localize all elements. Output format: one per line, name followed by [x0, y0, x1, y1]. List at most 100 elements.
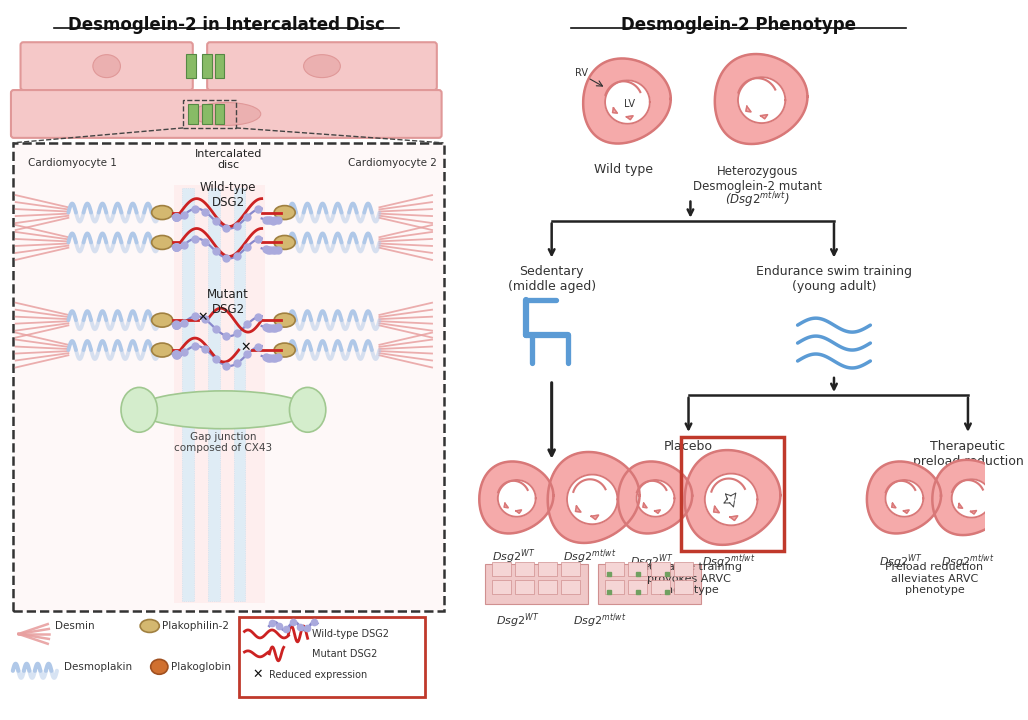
Text: $Dsg2^{WT}$: $Dsg2^{WT}$	[879, 552, 923, 571]
Text: Wild-type
DSG2: Wild-type DSG2	[200, 181, 256, 209]
Polygon shape	[591, 515, 598, 520]
Bar	[234, 188, 246, 601]
Bar	[674, 580, 693, 594]
Polygon shape	[738, 77, 785, 123]
Text: $Dsg2^{mt/wt}$: $Dsg2^{mt/wt}$	[563, 547, 617, 566]
Polygon shape	[970, 510, 977, 514]
Polygon shape	[613, 108, 618, 113]
Bar	[188, 104, 197, 124]
Text: Desmocollin-2: Desmocollin-2	[324, 621, 399, 631]
Polygon shape	[730, 516, 738, 521]
Ellipse shape	[274, 343, 295, 357]
Polygon shape	[592, 492, 614, 517]
Text: $Dsg2^{mt/wt}$: $Dsg2^{mt/wt}$	[573, 611, 626, 629]
Text: Wild type: Wild type	[594, 163, 653, 176]
Text: Heterozygous
Desmoglein-2 mutant: Heterozygous Desmoglein-2 mutant	[693, 165, 822, 193]
Text: $Dsg2^{mt/wt}$: $Dsg2^{mt/wt}$	[702, 552, 756, 571]
Ellipse shape	[274, 206, 295, 220]
Polygon shape	[762, 93, 782, 117]
Polygon shape	[636, 480, 674, 517]
Bar	[539, 580, 557, 594]
Text: Preload reduction
alleviates ARVC
phenotype: Preload reduction alleviates ARVC phenot…	[885, 562, 984, 595]
Text: Endurance swim training
(young adult): Endurance swim training (young adult)	[756, 266, 912, 293]
Bar	[539, 562, 557, 576]
Text: Plakoglobin: Plakoglobin	[171, 662, 230, 672]
Polygon shape	[905, 492, 921, 511]
Polygon shape	[605, 81, 650, 124]
Text: $Dsg2^{WT}$: $Dsg2^{WT}$	[630, 552, 674, 571]
Ellipse shape	[152, 206, 173, 220]
Bar	[208, 188, 220, 601]
Text: ✕: ✕	[253, 668, 263, 681]
Ellipse shape	[303, 55, 340, 78]
Ellipse shape	[152, 235, 173, 249]
Ellipse shape	[274, 313, 295, 327]
Ellipse shape	[121, 387, 157, 432]
Text: ✕: ✕	[197, 310, 208, 324]
Bar	[492, 562, 512, 576]
FancyBboxPatch shape	[21, 42, 193, 90]
Polygon shape	[626, 116, 633, 120]
Polygon shape	[517, 492, 534, 511]
Polygon shape	[971, 492, 989, 512]
Text: ✕: ✕	[241, 341, 251, 354]
Polygon shape	[885, 480, 923, 517]
Text: Plakophilin-2: Plakophilin-2	[162, 621, 229, 631]
Polygon shape	[713, 506, 720, 513]
Bar	[13, 143, 443, 611]
Text: $Dsg2^{WT}$: $Dsg2^{WT}$	[491, 547, 536, 566]
Ellipse shape	[274, 235, 295, 249]
Bar	[651, 562, 670, 576]
Bar	[215, 54, 224, 78]
Ellipse shape	[152, 313, 173, 327]
Bar	[597, 564, 701, 604]
Text: Cardiomyocyte 1: Cardiomyocyte 1	[28, 158, 117, 168]
Ellipse shape	[192, 102, 261, 125]
Polygon shape	[746, 107, 751, 112]
Text: Sedentary
(middle aged): Sedentary (middle aged)	[508, 266, 596, 293]
Text: RV: RV	[575, 68, 588, 78]
Bar	[203, 54, 212, 78]
Ellipse shape	[152, 343, 173, 357]
Polygon shape	[655, 510, 660, 513]
Text: LV: LV	[624, 99, 635, 109]
Polygon shape	[504, 503, 508, 508]
Bar	[215, 104, 224, 124]
Bar	[681, 437, 784, 552]
Polygon shape	[583, 58, 670, 143]
Polygon shape	[731, 492, 754, 518]
Text: Wild-type DSG2: Wild-type DSG2	[313, 629, 390, 639]
Bar	[674, 562, 693, 576]
Text: Desmoglein-2 in Intercalated Disc: Desmoglein-2 in Intercalated Disc	[68, 17, 384, 35]
Ellipse shape	[151, 660, 168, 675]
Polygon shape	[627, 96, 647, 117]
Text: ($Dsg2^{mt/wt}$): ($Dsg2^{mt/wt}$)	[725, 191, 790, 210]
Polygon shape	[952, 479, 991, 518]
Polygon shape	[576, 506, 581, 512]
Polygon shape	[761, 114, 768, 119]
Bar	[174, 184, 264, 603]
Polygon shape	[516, 510, 521, 513]
Polygon shape	[642, 503, 647, 508]
Ellipse shape	[138, 391, 309, 428]
Text: $Dsg2^{mt/wt}$: $Dsg2^{mt/wt}$	[942, 552, 995, 571]
Bar	[628, 562, 648, 576]
Text: $Dsg2^{WT}$: $Dsg2^{WT}$	[497, 611, 540, 629]
Text: Desmin: Desmin	[54, 621, 95, 631]
Bar	[651, 580, 670, 594]
Polygon shape	[685, 450, 780, 545]
Polygon shape	[867, 462, 941, 534]
Polygon shape	[656, 492, 672, 511]
Polygon shape	[498, 480, 536, 517]
Bar	[561, 562, 581, 576]
Bar	[492, 580, 512, 594]
Polygon shape	[567, 474, 618, 524]
Text: Desmoglein-2 Phenotype: Desmoglein-2 Phenotype	[621, 17, 855, 35]
Bar	[186, 54, 195, 78]
FancyBboxPatch shape	[208, 42, 437, 90]
Bar	[561, 580, 581, 594]
Bar	[238, 617, 426, 697]
Bar	[203, 104, 212, 124]
Polygon shape	[891, 503, 895, 508]
Text: Cardiomyocyte 2: Cardiomyocyte 2	[347, 158, 437, 168]
